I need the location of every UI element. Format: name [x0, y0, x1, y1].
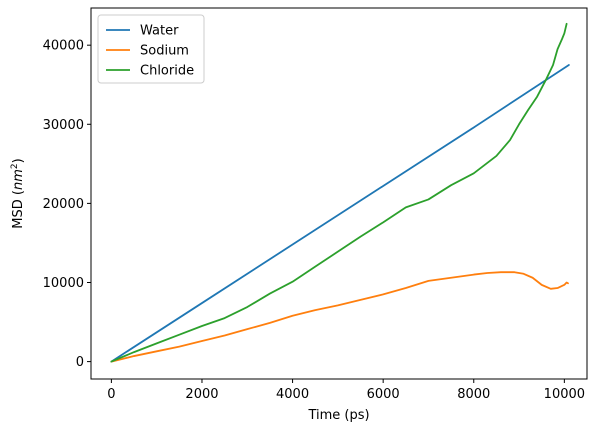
legend-box	[97, 14, 205, 84]
legend-label-chloride: Chloride	[140, 64, 194, 79]
y-axis-ticks: 0 10000 20000 30000 40000	[43, 39, 91, 370]
x-tick-label: 6000	[367, 387, 400, 402]
y-axis-label-base: MSD (	[11, 190, 26, 229]
y-axis-label-close: )	[11, 158, 26, 163]
series-line-sodium	[110, 271, 569, 363]
y-tick-label: 20000	[43, 197, 84, 212]
y-tick-label: 40000	[43, 39, 84, 54]
legend-label-water: Water	[140, 24, 179, 39]
y-tick-label: 30000	[43, 118, 84, 133]
y-tick-label: 10000	[43, 276, 84, 291]
x-tick-label: 10000	[544, 387, 585, 402]
series-layer	[110, 22, 570, 363]
x-tick-label: 2000	[185, 387, 218, 402]
x-axis-ticks: 0 2000 4000 6000 8000 10000	[107, 379, 585, 402]
legend-label-sodium: Sodium	[140, 44, 189, 59]
x-axis-label: Time (ps)	[307, 408, 369, 423]
series-line-water	[110, 64, 570, 363]
x-tick-label: 4000	[276, 387, 309, 402]
y-axis-label-exponent: 2	[10, 163, 20, 169]
legend-items: Water Sodium Chloride	[106, 24, 194, 79]
x-tick-label: 0	[107, 387, 115, 402]
legend: Water Sodium Chloride	[97, 14, 205, 84]
y-axis-label-unit: nm	[11, 169, 26, 190]
series-line-chloride	[110, 22, 568, 363]
y-axis-label: MSD (nm2)	[10, 158, 26, 228]
x-tick-label: 8000	[457, 387, 490, 402]
y-tick-label: 0	[76, 355, 84, 370]
